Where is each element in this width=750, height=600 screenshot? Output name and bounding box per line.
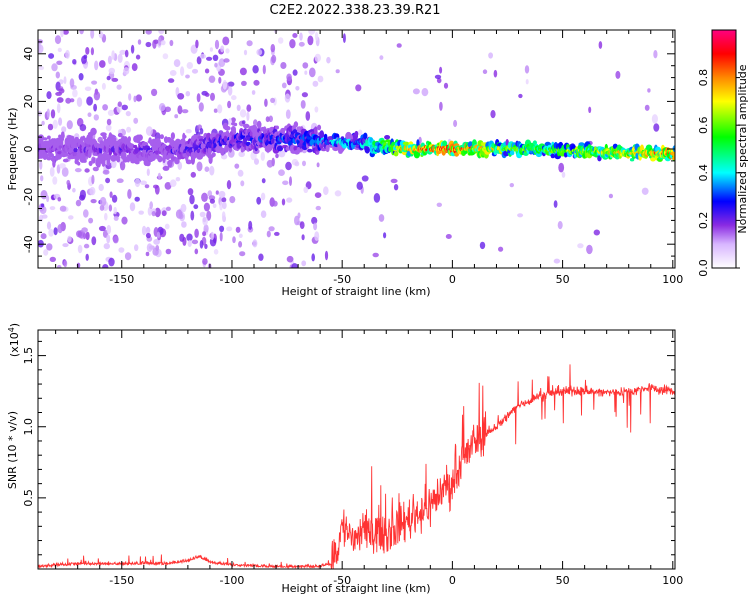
spectrogram-x-label: Height of straight line (km) (281, 285, 430, 298)
spectrogram-panel: -150 -100 -50 0 50 100 -40 -20 0 20 40 Height of s… (6, 29, 683, 298)
y-tick-label: 1.5 (22, 347, 35, 365)
spectrogram-image (38, 30, 675, 268)
snr-frame (37, 329, 676, 570)
colorbar-label: Normalized spectral amplitude (736, 64, 749, 233)
x-tick-label: -100 (219, 273, 244, 286)
snr-axes: -150 -100 -50 0 50 100 0.5 1.0 1.5 (22, 330, 683, 587)
x-tick-label: -50 (333, 574, 351, 587)
colorbar-ticks: 0.0 0.2 0.4 0.6 0.8 (697, 69, 740, 277)
y-tick-label: 0.5 (22, 489, 35, 507)
colorbar-tick-label: 0.2 (697, 212, 710, 230)
colorbar-tick-label: 0.6 (697, 116, 710, 134)
snr-scale-label: (x104) (7, 323, 21, 357)
snr-x-label: Height of straight line (km) (281, 582, 430, 595)
x-tick-label: 100 (662, 273, 683, 286)
x-tick-label: 100 (662, 574, 683, 587)
colorbar-tick-label: 0.4 (697, 164, 710, 182)
x-tick-label: -150 (109, 574, 134, 587)
colorbar-tick-label: 0.0 (697, 259, 710, 277)
colorbar: 0.0 0.2 0.4 0.6 0.8 Normalized spectral ampl… (697, 29, 749, 277)
snr-panel: -150 -100 -50 0 50 100 0.5 1.0 1.5 Height of str… (6, 323, 683, 595)
y-tick-label: 1.0 (22, 418, 35, 436)
x-tick-label: -50 (333, 273, 351, 286)
x-tick-label: 50 (556, 273, 570, 286)
x-tick-label: -100 (219, 574, 244, 587)
y-tick-label: 20 (22, 94, 35, 108)
snr-series-line (38, 364, 675, 569)
snr-y-label: SNR (10 * v/v) (6, 411, 19, 489)
y-tick-label: -20 (22, 188, 35, 206)
colorbar-gradient (711, 29, 737, 269)
x-tick-label: 0 (449, 273, 456, 286)
figure-title: C2E2.2022.338.23.39.R21 (269, 3, 440, 18)
colorbar-tick-label: 0.8 (697, 69, 710, 87)
y-tick-label: -40 (22, 235, 35, 253)
x-tick-label: 0 (449, 574, 456, 587)
snr-line (38, 364, 675, 569)
x-tick-label: -150 (109, 273, 134, 286)
spectrogram-axes: -150 -100 -50 0 50 100 -40 -20 0 20 40 (22, 29, 683, 286)
y-tick-label: 40 (22, 47, 35, 61)
x-tick-label: 50 (556, 574, 570, 587)
spectrogram-y-label: Frequency (Hz) (6, 108, 19, 191)
y-tick-label: 0 (22, 146, 35, 153)
